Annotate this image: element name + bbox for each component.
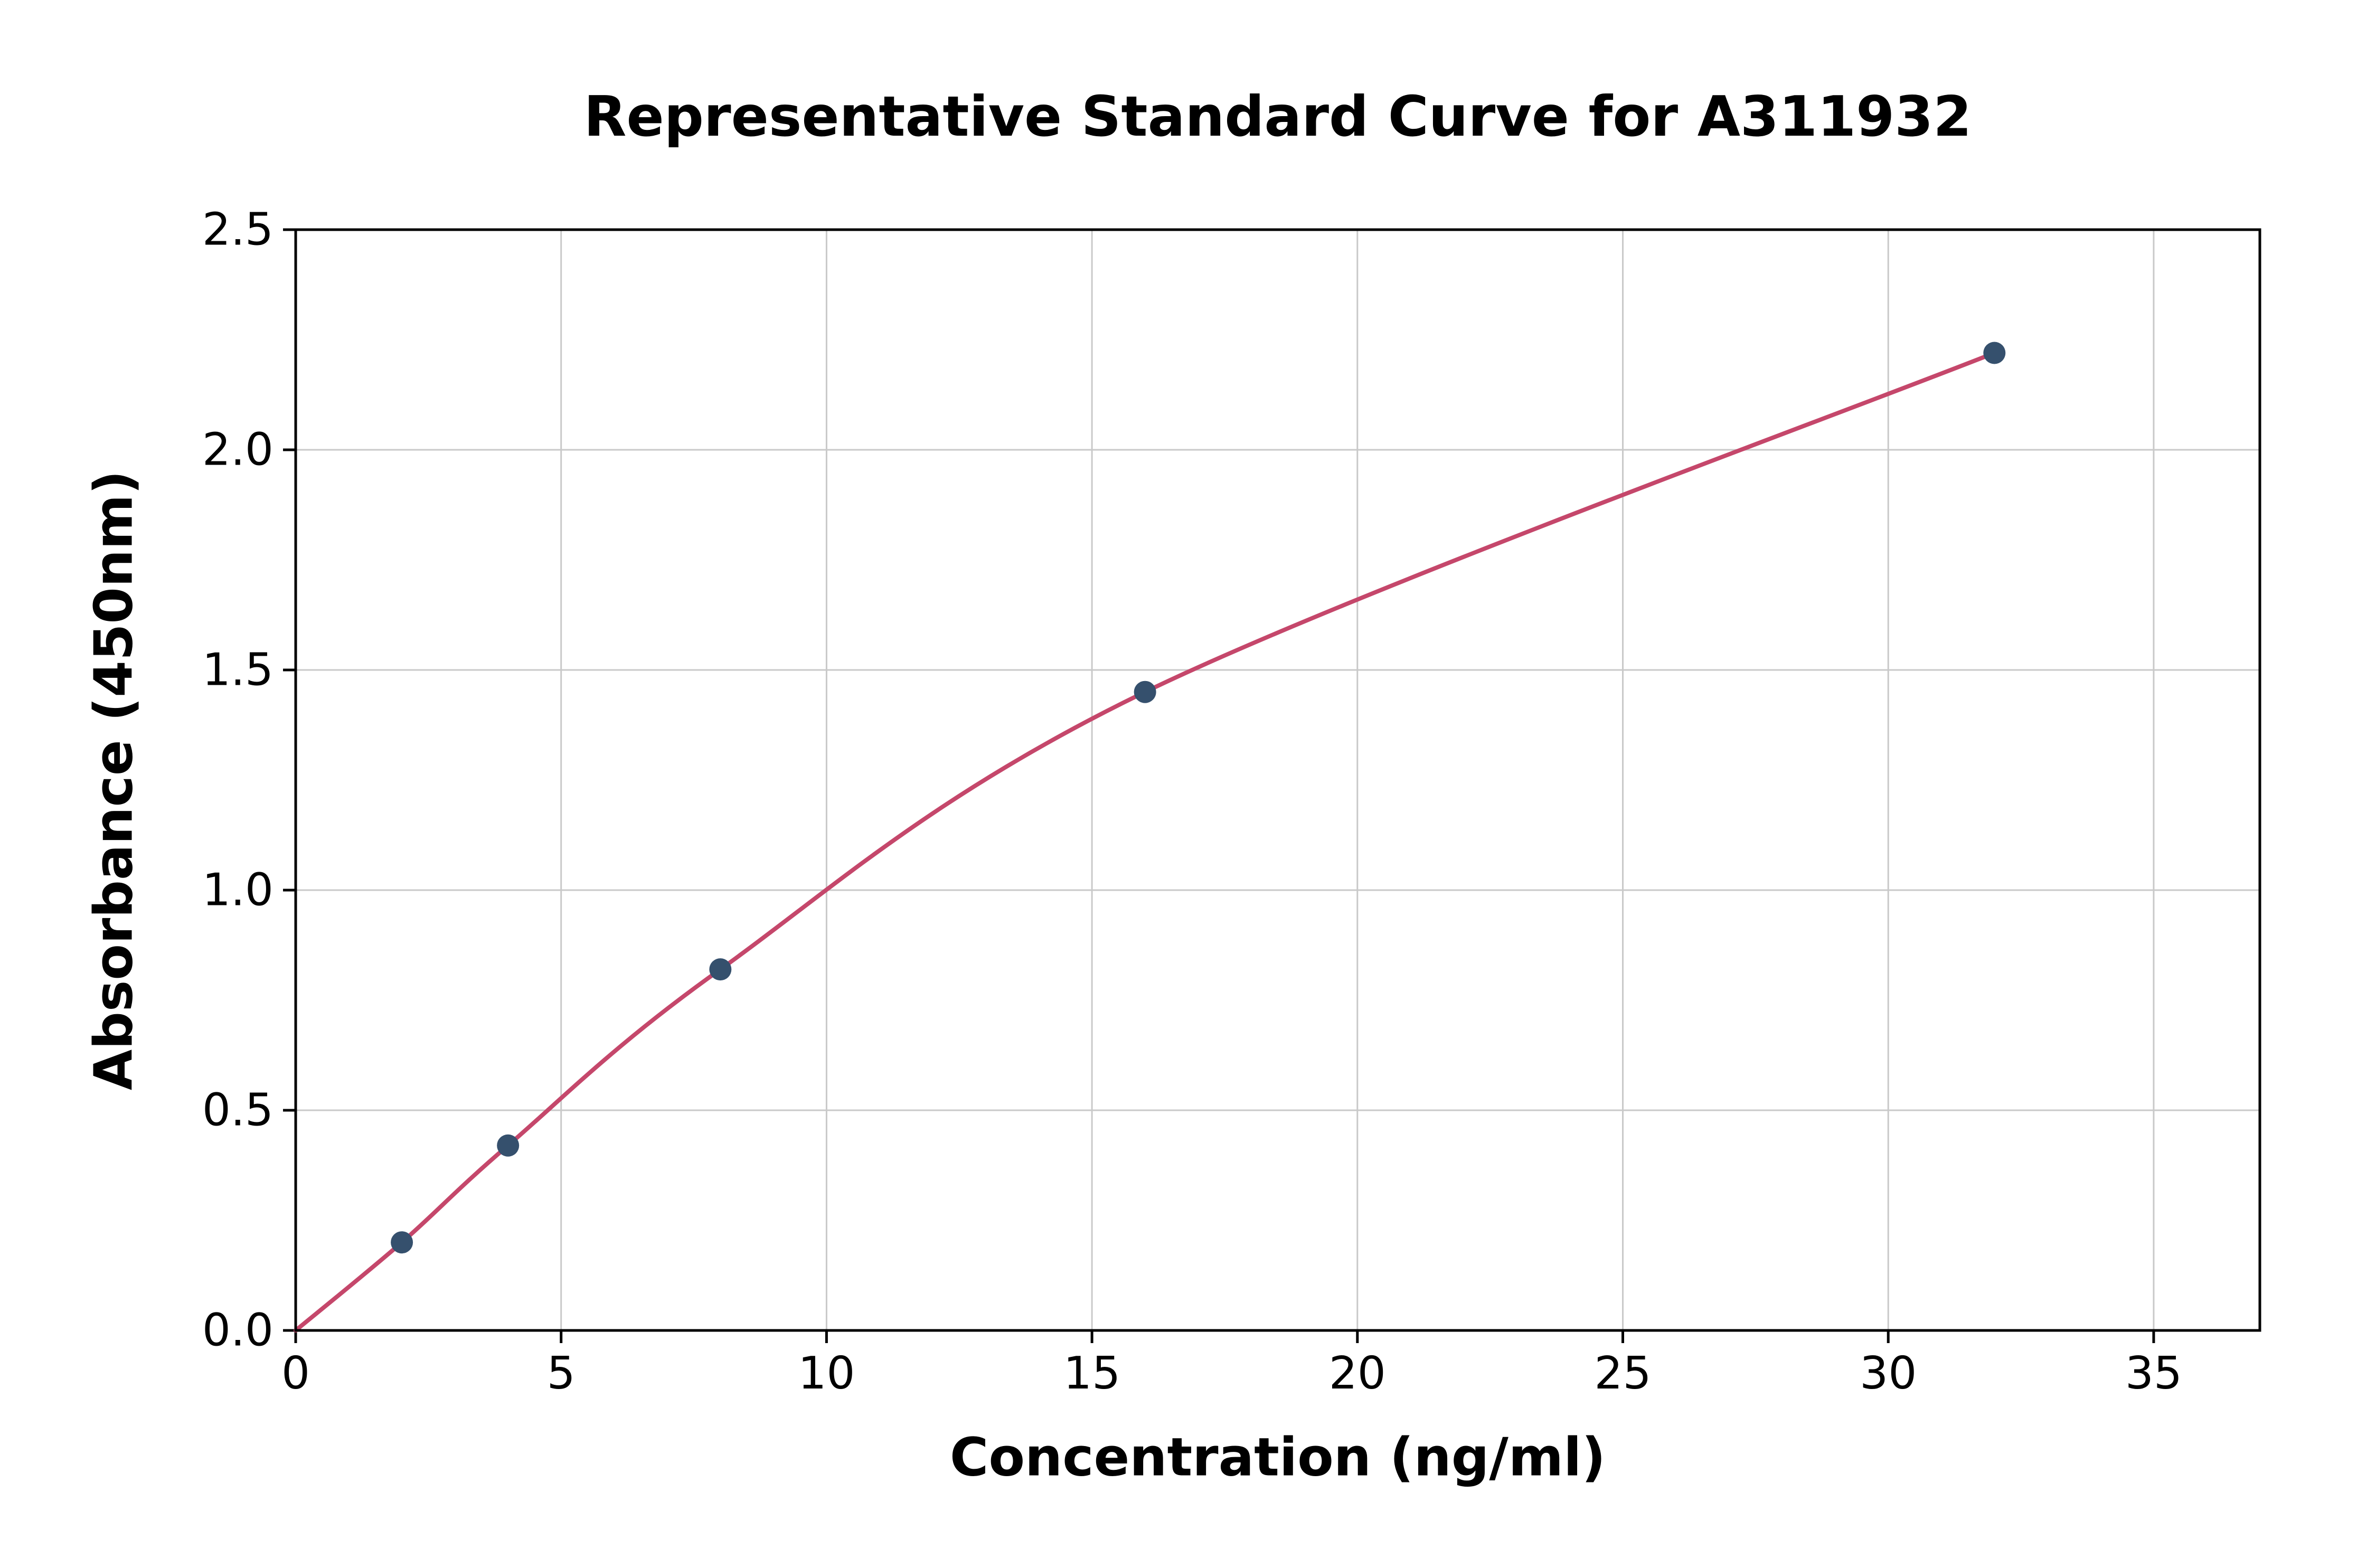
chart-title: Representative Standard Curve for A31193… xyxy=(583,84,1972,149)
y-tick-label: 2.5 xyxy=(202,204,274,256)
plot-border xyxy=(294,228,2261,1332)
y-tick-label: 1.0 xyxy=(202,864,274,917)
y-tick-label: 0.0 xyxy=(202,1305,274,1357)
x-tick-label: 15 xyxy=(1063,1347,1120,1400)
data-point xyxy=(497,1134,520,1157)
data-point xyxy=(709,958,732,981)
x-tick-label: 35 xyxy=(2125,1347,2182,1400)
data-point xyxy=(1134,681,1156,703)
y-tick-label: 2.0 xyxy=(202,424,274,476)
x-tick-label: 20 xyxy=(1329,1347,1386,1400)
x-tick-label: 25 xyxy=(1594,1347,1651,1400)
x-tick-label: 5 xyxy=(547,1347,576,1400)
x-tick-label: 10 xyxy=(798,1347,855,1400)
y-tick-label: 1.5 xyxy=(202,644,274,696)
standard-curve-line xyxy=(294,351,1997,1333)
data-point xyxy=(1983,342,2006,364)
x-tick-label: 0 xyxy=(281,1347,310,1400)
y-tick-label: 0.5 xyxy=(202,1084,274,1137)
x-axis-label: Concentration (ng/ml) xyxy=(949,1426,1606,1488)
data-point xyxy=(391,1231,413,1254)
x-tick-label: 30 xyxy=(1860,1347,1917,1400)
